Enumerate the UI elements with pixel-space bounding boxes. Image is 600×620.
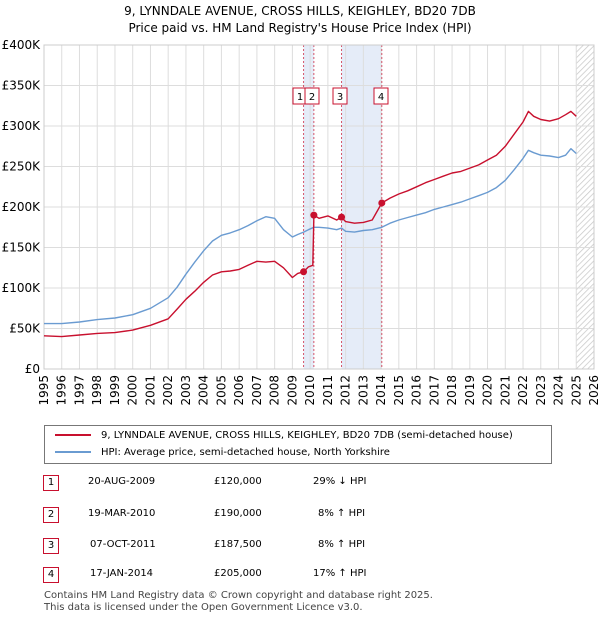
transaction-price: £190,000 [214,508,262,519]
x-tick-label: 2025 [569,375,583,406]
x-tick-label: 2002 [161,375,175,406]
y-tick-label: £100K [2,281,42,295]
sale-label-box: 2 [304,87,320,105]
x-tick-label: 2007 [250,375,264,406]
legend-label-hpi: HPI: Average price, semi-detached house,… [101,447,390,458]
x-tick-label: 2011 [321,375,335,406]
x-tick-label: 2003 [179,375,193,406]
price-chart: £0 £50K £100K £150K £200K £250K £300K £350K £400… [2,38,600,406]
sale-point [378,199,386,207]
x-tick-label: 2008 [268,375,282,406]
x-tick-label: 1997 [72,375,86,406]
chart-title-address: 9, LYNNDALE AVENUE, CROSS HILLS, KEIGHLE… [124,4,476,18]
legend-entry-hpi: HPI: Average price, semi-detached house,… [55,445,390,461]
sale-label-number: 4 [378,92,384,103]
x-tick-label: 2021 [498,375,512,406]
sale-label-box-frame [373,87,389,105]
y-tick-label: £150K [2,241,42,255]
x-tick-label: 2022 [516,375,530,406]
y-tick-label: £0 [25,362,40,376]
sale-label-number: 2 [309,92,315,103]
y-tick-label: £200K [2,200,42,214]
legend-swatch-hpi [55,451,91,453]
transaction-number: 3 [43,538,59,554]
x-tick-label: 1999 [108,375,122,406]
transaction-date: 20-AUG-2009 [88,476,156,487]
y-tick-label: £250K [2,160,42,174]
x-tick-label: 2006 [232,375,246,406]
transaction-number: 2 [43,507,59,523]
transaction-date: 17-JAN-2014 [90,568,154,579]
chart-legend: 9, LYNNDALE AVENUE, CROSS HILLS, KEIGHLE… [44,425,552,464]
x-tick-label: 2023 [534,375,548,406]
sale-label-box: 4 [373,87,389,105]
x-tick-label: 2013 [356,375,370,406]
x-tick-label: 2010 [303,375,317,406]
x-tick-label: 2017 [427,375,441,406]
x-tick-label: 2012 [339,375,353,406]
x-tick-label: 2015 [392,375,406,406]
x-tick-label: 2016 [410,375,424,406]
sale-point [338,213,346,221]
y-tick-label: £400K [2,38,42,52]
x-tick-label: 2009 [285,375,299,406]
x-tick-label: 1998 [90,375,104,406]
y-tick-label: £300K [2,119,42,133]
x-tick-label: 2000 [126,375,140,406]
x-tick-label: 2005 [214,375,228,406]
transaction-price: £187,500 [214,539,262,550]
transaction-date: 19-MAR-2010 [88,508,156,519]
sale-label-number: 3 [337,92,343,103]
transaction-hpi-diff: 17% ↑ HPI [313,568,367,579]
legend-entry-price: 9, LYNNDALE AVENUE, CROSS HILLS, KEIGHLE… [55,428,513,444]
transaction-hpi-diff: 8% ↑ HPI [318,508,366,519]
x-tick-label: 2020 [481,375,495,406]
legend-swatch-price [55,434,91,436]
x-tick-label: 2018 [445,375,459,406]
footer-license: This data is licensed under the Open Gov… [44,602,363,613]
x-tick-label: 1996 [55,375,69,406]
series-line-hpi [44,147,577,325]
x-tick-label: 2014 [374,375,388,406]
chart-subtitle: Price paid vs. HM Land Registry's House … [128,21,472,35]
plot-frame [43,44,595,370]
sale-point [300,268,308,276]
transaction-date: 07-OCT-2011 [90,539,156,550]
transaction-number: 4 [43,567,59,583]
transaction-price: £205,000 [214,568,262,579]
x-tick-label: 2019 [463,375,477,406]
x-tick-label: 2004 [197,375,211,406]
y-tick-label: £350K [2,79,42,93]
sale-point [310,211,318,219]
x-tick-label: 1995 [37,375,51,406]
transaction-hpi-diff: 29% ↓ HPI [313,476,367,487]
sale-label-box-frame [304,87,320,105]
transaction-price: £120,000 [214,476,262,487]
x-tick-label: 2024 [552,375,566,406]
y-tick-label: £50K [9,322,41,336]
sale-label-number: 1 [297,92,303,103]
x-tick-label: 2001 [143,375,157,406]
sale-label-box-frame [332,87,348,105]
sale-label-box: 3 [332,87,348,105]
transaction-number: 1 [43,475,59,491]
x-tick-label: 2026 [587,375,600,406]
legend-label-price: 9, LYNNDALE AVENUE, CROSS HILLS, KEIGHLE… [101,430,513,441]
footer-copyright: Contains HM Land Registry data © Crown c… [44,590,433,601]
transaction-hpi-diff: 8% ↑ HPI [318,539,366,550]
